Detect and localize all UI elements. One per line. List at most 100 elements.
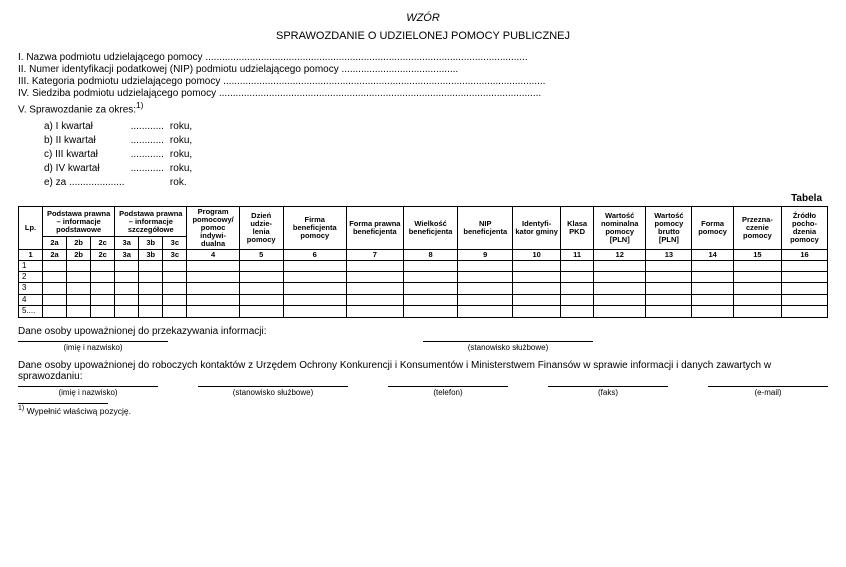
cell (403, 306, 458, 317)
cell (187, 260, 239, 271)
sig-field: (faks) (548, 386, 668, 397)
col-lp: Lp. (19, 207, 43, 249)
cell (646, 271, 692, 282)
lp-cell: 1 (19, 260, 43, 271)
table-row: 4 (19, 294, 828, 305)
cell (91, 294, 115, 305)
cell (283, 294, 346, 305)
cell (346, 283, 403, 294)
sig-label: (e-mail) (708, 388, 828, 397)
table-row: 5.... (19, 306, 828, 317)
cell (91, 260, 115, 271)
cell (513, 260, 561, 271)
cell (593, 271, 645, 282)
footnote: 1) Wypełnić właściwą pozycję. (18, 405, 828, 416)
cell (67, 283, 91, 294)
col-3b: 3b (139, 237, 163, 249)
quarter-list: a) I kwartał............roku, b) II kwar… (42, 119, 198, 191)
hdr-2: II. Numer identyfikacji podatkowej (NIP)… (18, 64, 828, 75)
cell (403, 294, 458, 305)
cell (67, 294, 91, 305)
col-10: Identyfi- kator gminy (513, 207, 561, 249)
cell (283, 283, 346, 294)
col-13: Wartość pomocy brutto [PLN] (646, 207, 692, 249)
sig-label: (telefon) (388, 388, 508, 397)
cell (692, 306, 734, 317)
cell (115, 283, 139, 294)
cell (403, 283, 458, 294)
footnote-rule (18, 403, 108, 404)
cell (91, 283, 115, 294)
cell (781, 271, 827, 282)
col-7: Forma prawna beneficjenta (346, 207, 403, 249)
col-5: Dzień udzie- lenia pomocy (239, 207, 283, 249)
col-6: Firma beneficjenta pomocy (283, 207, 346, 249)
lp-cell: 3 (19, 283, 43, 294)
cell (139, 294, 163, 305)
cell (187, 306, 239, 317)
cell (283, 306, 346, 317)
col-3c: 3c (163, 237, 187, 249)
main-table: Lp. Podstawa prawna – informacje podstaw… (18, 206, 828, 317)
title-wzor: WZÓR (18, 12, 828, 24)
sig-field: (telefon) (388, 386, 508, 397)
col-4: Program pomocowy/ pomoc indywi- dualna (187, 207, 239, 249)
cell (139, 306, 163, 317)
col-2b: 2b (67, 237, 91, 249)
cell (781, 260, 827, 271)
col-14: Forma pomocy (692, 207, 734, 249)
cell (163, 260, 187, 271)
cell (43, 306, 67, 317)
section-1: Dane osoby upoważnionej do przekazywania… (18, 326, 828, 337)
col-11: Klasa PKD (561, 207, 594, 249)
tabela-label: Tabela (18, 193, 822, 204)
cell (733, 260, 781, 271)
cell (139, 260, 163, 271)
cell (513, 271, 561, 282)
cell (561, 271, 594, 282)
cell (646, 306, 692, 317)
cell (458, 283, 513, 294)
table-row: 1 (19, 260, 828, 271)
cell (187, 283, 239, 294)
lp-cell: 4 (19, 294, 43, 305)
cell (561, 283, 594, 294)
sig-label: (faks) (548, 388, 668, 397)
cell (781, 283, 827, 294)
cell (561, 294, 594, 305)
sig-label: (stanowisko służbowe) (423, 343, 593, 352)
cell (43, 283, 67, 294)
cell (346, 271, 403, 282)
lp-cell: 2 (19, 271, 43, 282)
cell (513, 306, 561, 317)
cell (346, 260, 403, 271)
cell (187, 271, 239, 282)
cell (67, 306, 91, 317)
cell (733, 294, 781, 305)
sig-row-2: (imię i nazwisko) (stanowisko służbowe) (t… (18, 386, 828, 397)
hdr-3: III. Kategoria podmiotu udzielającego po… (18, 76, 828, 87)
col-16: Źródło pocho- dzenia pomocy (781, 207, 827, 249)
col-g2: Podstawa prawna – informacje szczegółowe (115, 207, 187, 237)
cell (283, 260, 346, 271)
sig-label: (stanowisko służbowe) (198, 388, 348, 397)
hdr-5: V. Sprawozdanie za okres:1) (18, 100, 828, 115)
sig-label: (imię i nazwisko) (18, 388, 158, 397)
cell (692, 260, 734, 271)
sig-field: (e-mail) (708, 386, 828, 397)
cell (163, 306, 187, 317)
sig-label: (imię i nazwisko) (18, 343, 168, 352)
cell (43, 260, 67, 271)
cell (403, 260, 458, 271)
title-main: SPRAWOZDANIE O UDZIELONEJ POMOCY PUBLICZ… (18, 30, 828, 42)
cell (67, 271, 91, 282)
cell (91, 306, 115, 317)
cell (239, 283, 283, 294)
cell (513, 283, 561, 294)
col-15: Przezna- czenie pomocy (733, 207, 781, 249)
cell (593, 306, 645, 317)
sig-field: (stanowisko służbowe) (423, 341, 593, 352)
cell (561, 260, 594, 271)
cell (781, 294, 827, 305)
cell (115, 306, 139, 317)
